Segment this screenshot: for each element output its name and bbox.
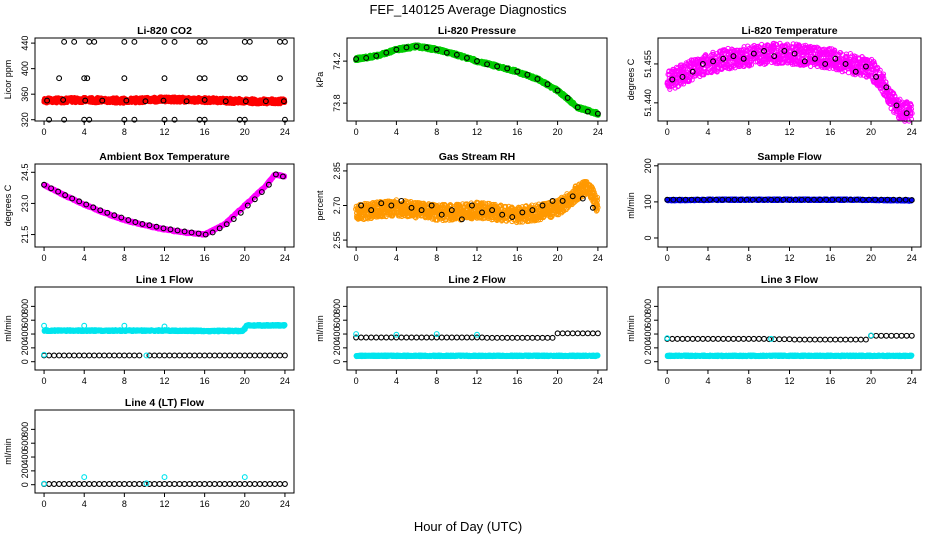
- panel-title: Li-820 CO2: [137, 25, 192, 37]
- data-point-3: [241, 75, 248, 82]
- x-tick-label: 24: [280, 253, 290, 263]
- data-point-3: [121, 75, 128, 82]
- y-axis-label: kPa: [315, 72, 325, 88]
- x-tick-label: 20: [866, 127, 876, 137]
- plot-area: [664, 40, 915, 124]
- x-tick-label: 8: [746, 127, 751, 137]
- x-tick-label: 20: [240, 253, 250, 263]
- figure-title: FEF_140125 Average Diagnostics: [369, 2, 567, 17]
- data-point-2: [131, 38, 138, 45]
- y-tick-label: 400: [20, 61, 30, 76]
- y-tick-label: 320: [20, 112, 30, 127]
- x-tick-label: 16: [200, 253, 210, 263]
- panel-title: Li-820 Pressure: [438, 25, 516, 37]
- data-point-2: [281, 38, 288, 45]
- x-tick-label: 20: [553, 127, 563, 137]
- plot-frame: [34, 163, 295, 248]
- data-point-2: [246, 38, 253, 45]
- data-point-3: [161, 75, 168, 82]
- x-tick-label: 4: [82, 253, 87, 263]
- data-point-3: [56, 75, 63, 82]
- x-tick-label: 24: [907, 127, 917, 137]
- x-tick-label: 8: [122, 253, 127, 263]
- plot-area: [353, 178, 601, 226]
- data-point-2: [71, 38, 78, 45]
- x-tick-label: 0: [354, 127, 359, 137]
- y-tick-label: 51.440: [643, 89, 653, 117]
- plot-area: [41, 171, 288, 238]
- plot-frame: [34, 37, 295, 122]
- data-point-3: [276, 75, 283, 82]
- data-point-2: [161, 38, 168, 45]
- x-tick-label: 4: [394, 127, 399, 137]
- x-tick-label: 20: [240, 127, 250, 137]
- y-axis-label: degrees C: [626, 58, 636, 100]
- data-point-2: [91, 38, 98, 45]
- data-point-2: [196, 38, 203, 45]
- plot-area: [353, 42, 601, 118]
- data-point-2: [121, 38, 128, 45]
- data-point-2: [276, 38, 283, 45]
- y-tick-label: 51.455: [643, 50, 653, 78]
- plot-area: [41, 38, 288, 123]
- data-point-3: [196, 75, 203, 82]
- panel-title: Ambient Box Temperature: [99, 151, 230, 163]
- panel-temp: Li-820 Temperature degrees C 0 4 8 12 16 20 24 51…: [626, 25, 922, 137]
- x-tick-label: 0: [665, 127, 670, 137]
- y-axis-label: Licor ppm: [3, 60, 13, 100]
- data-point-2: [241, 38, 248, 45]
- y-tick-label: 24.5: [20, 164, 30, 182]
- panel-co2: Li-820 CO2 Licor ppm 0 4 8 12 16 20 24 320 360 400 4…: [3, 25, 295, 137]
- data-point-2: [201, 38, 208, 45]
- x-tick-label: 8: [434, 127, 439, 137]
- panel-press: Li-820 Pressure kPa 0 4 8 12 16 20 24 73.8 74.2: [315, 25, 608, 137]
- x-tick-label: 12: [159, 253, 169, 263]
- data-point-2: [86, 38, 93, 45]
- x-tick-label: 8: [122, 127, 127, 137]
- x-tick-label: 0: [42, 253, 47, 263]
- y-tick-label: 73.8: [332, 94, 342, 112]
- x-tick-label: 24: [593, 127, 603, 137]
- x-tick-label: 4: [82, 127, 87, 137]
- x-tick-label: 16: [512, 127, 522, 137]
- data-point-3: [84, 75, 91, 82]
- x-tick-label: 12: [784, 127, 794, 137]
- panel-title: Li-820 Temperature: [741, 25, 837, 37]
- data-point-3: [236, 75, 243, 82]
- y-tick-label: 440: [20, 36, 30, 51]
- y-tick-label: 21.5: [20, 226, 30, 244]
- x-tick-label: 16: [825, 127, 835, 137]
- panel-title: Gas Stream RH: [439, 151, 515, 163]
- data-point-2: [61, 38, 68, 45]
- data-point-2: [171, 38, 178, 45]
- panel-boxtemp: Ambient Box Temperature degrees C 0 4 8 12 16 2…: [3, 151, 295, 263]
- x-tick-label: 12: [159, 127, 169, 137]
- y-tick-label: 74.2: [332, 52, 342, 70]
- x-tick-label: 4: [705, 127, 710, 137]
- x-tick-label: 0: [42, 127, 47, 137]
- x-tick-label: 16: [200, 127, 210, 137]
- x-tick-label: 24: [280, 127, 290, 137]
- data-point-3: [201, 75, 208, 82]
- y-tick-label: 360: [20, 87, 30, 102]
- y-axis-label: percent: [315, 190, 325, 221]
- x-tick-label: 12: [472, 127, 482, 137]
- y-axis-label: degrees C: [3, 184, 13, 226]
- y-tick-label: 23.0: [20, 195, 30, 213]
